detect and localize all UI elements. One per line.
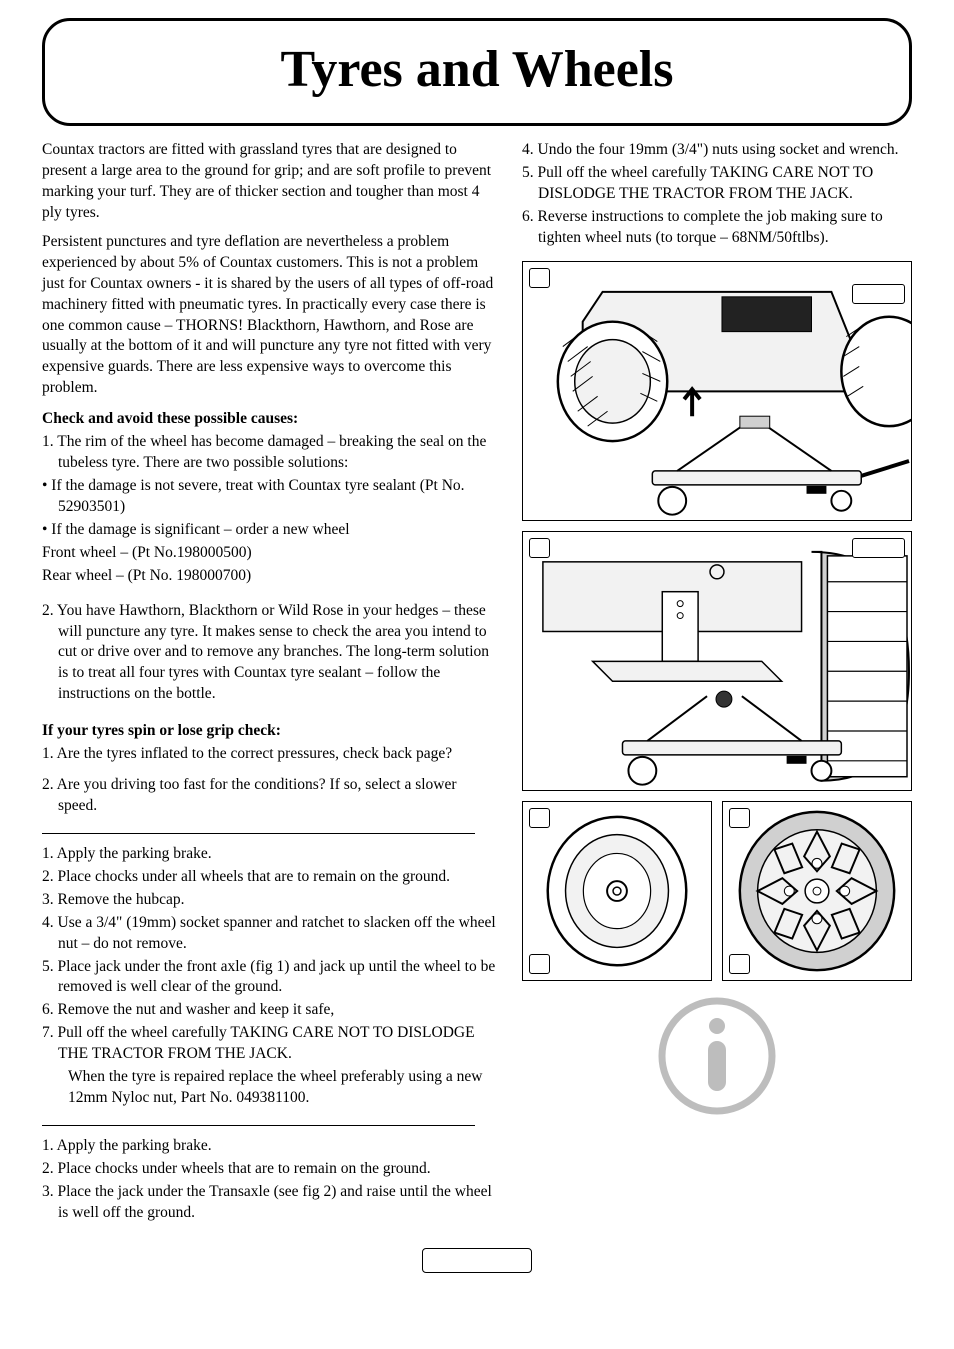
- fig4-label: [729, 808, 750, 828]
- rear-left-2: 2. Place chocks under wheels that are to…: [42, 1159, 498, 1180]
- spin-1: 1. Are the tyres inflated to the correct…: [42, 744, 498, 765]
- title-panel: Tyres and Wheels: [42, 18, 912, 126]
- page-number-box: [422, 1248, 532, 1273]
- front-step-7: 7. Pull off the wheel carefully TAKING C…: [42, 1023, 498, 1065]
- fig4-label-b: [729, 954, 750, 974]
- fig2-diagram-icon: [523, 532, 911, 791]
- figure-row-3-4: [522, 801, 912, 991]
- rear-right-4: 4. Undo the four 19mm (3/4") nuts using …: [522, 140, 912, 161]
- figure-1: [522, 261, 912, 521]
- front-step-3: 3. Remove the hubcap.: [42, 890, 498, 911]
- fig3-wheel-icon: [523, 802, 711, 980]
- left-column: Countax tractors are fitted with grassla…: [42, 140, 498, 1225]
- front-step-tail: When the tyre is repaired replace the wh…: [42, 1067, 498, 1109]
- fig3-label: [529, 808, 550, 828]
- front-wheel-part: Front wheel – (Pt No.198000500): [42, 543, 498, 564]
- cause-1: 1. The rim of the wheel has become damag…: [42, 432, 498, 474]
- rear-right-6: 6. Reverse instructions to complete the …: [522, 207, 912, 249]
- front-step-5: 5. Place jack under the front axle (fig …: [42, 957, 498, 999]
- right-column: 4. Undo the four 19mm (3/4") nuts using …: [522, 140, 912, 1225]
- content-columns: Countax tractors are fitted with grassla…: [42, 140, 912, 1225]
- fig3-label-b: [529, 954, 550, 974]
- causes-heading: Check and avoid these possible causes:: [42, 409, 498, 430]
- divider-2: [42, 1125, 475, 1126]
- front-step-2: 2. Place chocks under all wheels that ar…: [42, 867, 498, 888]
- rear-wheel-part: Rear wheel – (Pt No. 198000700): [42, 566, 498, 587]
- fig1-label-r: [852, 284, 905, 304]
- fig2-label: [529, 538, 550, 558]
- cause-2: 2. You have Hawthorn, Blackthorn or Wild…: [42, 601, 498, 706]
- intro-para-2: Persistent punctures and tyre deflation …: [42, 232, 498, 399]
- rear-left-3: 3. Place the jack under the Transaxle (s…: [42, 1182, 498, 1224]
- cause-1a: • If the damage is not severe, treat wit…: [42, 476, 498, 518]
- spin-heading: If your tyres spin or lose grip check:: [42, 721, 498, 742]
- fig4-wheel-icon: [723, 802, 911, 980]
- rear-left-1: 1. Apply the parking brake.: [42, 1136, 498, 1157]
- figure-3: [522, 801, 712, 981]
- intro-para-1: Countax tractors are fitted with grassla…: [42, 140, 498, 224]
- figure-2: [522, 531, 912, 791]
- front-step-6: 6. Remove the nut and washer and keep it…: [42, 1000, 498, 1021]
- rear-right-5: 5. Pull off the wheel carefully TAKING C…: [522, 163, 912, 205]
- front-step-1: 1. Apply the parking brake.: [42, 844, 498, 865]
- cause-1b: • If the damage is significant – order a…: [42, 520, 498, 541]
- front-step-4: 4. Use a 3/4" (19mm) socket spanner and …: [42, 913, 498, 955]
- figure-4: [722, 801, 912, 981]
- divider-1: [42, 833, 475, 834]
- fig2-label-r: [852, 538, 905, 558]
- spin-2: 2. Are you driving too fast for the cond…: [42, 775, 498, 817]
- page-title: Tyres and Wheels: [45, 35, 909, 105]
- info-icon: [652, 991, 782, 1121]
- fig1-label: [529, 268, 550, 288]
